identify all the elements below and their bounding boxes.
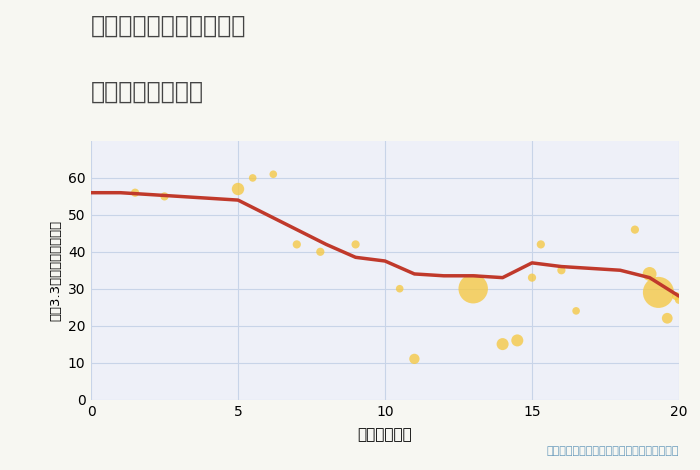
Text: 駅距離別土地価格: 駅距離別土地価格 [91, 80, 204, 104]
Point [570, 307, 582, 314]
Point [291, 241, 302, 248]
Point [653, 289, 664, 296]
Point [512, 337, 523, 344]
Point [130, 189, 141, 196]
Point [536, 241, 547, 248]
Point [629, 226, 641, 234]
Point [468, 285, 479, 292]
X-axis label: 駅距離（分）: 駅距離（分） [358, 427, 412, 442]
Point [556, 266, 567, 274]
Point [247, 174, 258, 182]
Point [497, 340, 508, 348]
Point [350, 241, 361, 248]
Point [315, 248, 326, 256]
Point [662, 314, 673, 322]
Point [409, 355, 420, 363]
Point [394, 285, 405, 292]
Point [159, 193, 170, 200]
Point [673, 296, 685, 304]
Text: 神奈川県伊勢原市鈴川の: 神奈川県伊勢原市鈴川の [91, 14, 246, 38]
Point [671, 292, 682, 300]
Point [232, 185, 244, 193]
Text: 円の大きさは、取引のあった物件面積を示す: 円の大きさは、取引のあった物件面積を示す [547, 446, 679, 456]
Y-axis label: 坪（3.3㎡）単価（万円）: 坪（3.3㎡）単価（万円） [49, 219, 62, 321]
Point [526, 274, 538, 282]
Point [267, 171, 279, 178]
Point [644, 270, 655, 278]
